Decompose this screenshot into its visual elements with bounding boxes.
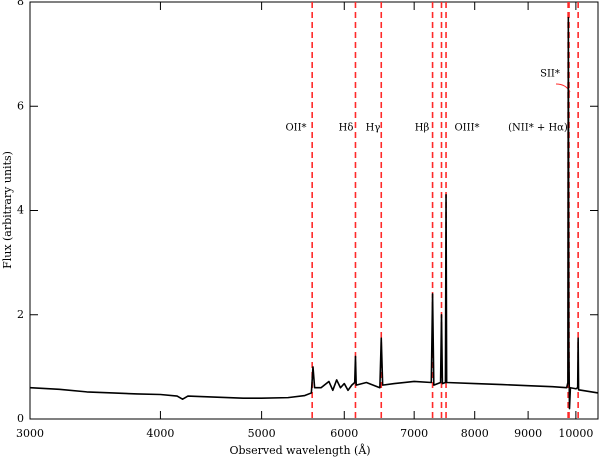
x-tick-label: 10000 — [558, 427, 593, 440]
x-tick-label: 6000 — [330, 427, 358, 440]
x-tick-label: 3000 — [16, 427, 44, 440]
line-label: (NII* + Hα) — [508, 123, 568, 134]
line-label: OIII* — [454, 123, 479, 134]
y-tick-label: 8 — [17, 0, 24, 8]
y-tick-label: 2 — [17, 308, 24, 321]
x-tick-label: 4000 — [146, 427, 174, 440]
arrow — [555, 83, 571, 93]
y-axis-label: Flux (arbitrary units) — [1, 151, 14, 269]
line-label: Hβ — [415, 123, 430, 134]
line-label: SII* — [540, 69, 560, 80]
x-axis-label: Observed wavelength (Å) — [229, 443, 370, 457]
x-tick-label: 7000 — [400, 427, 428, 440]
spectrum-line — [29, 16, 599, 410]
plot-frame — [29, 1, 599, 420]
x-tick-label: 8000 — [461, 427, 489, 440]
x-tick-label: 5000 — [248, 427, 276, 440]
y-tick-label: 4 — [17, 204, 24, 217]
line-label: Hγ — [366, 123, 381, 134]
y-tick-label: 6 — [17, 99, 24, 112]
y-tick-label: 0 — [17, 412, 24, 425]
line-label: OII* — [285, 123, 306, 134]
line-label: Hδ — [339, 123, 354, 134]
x-tick-label: 9000 — [514, 427, 542, 440]
